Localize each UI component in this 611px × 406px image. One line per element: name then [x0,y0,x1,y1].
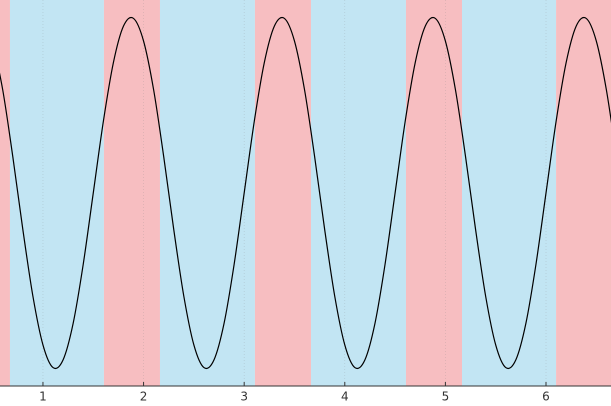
band [405,0,462,386]
x-tick-label: 1 [39,390,47,404]
x-tick-label: 3 [240,390,248,404]
lines [0,16,611,370]
band [0,0,10,386]
x-tick-label: 5 [442,390,450,404]
line [0,16,611,370]
x-tick-label: 6 [542,390,550,404]
axis: 1 2 3 4 5 6 [0,382,611,404]
band [461,0,557,386]
x-tick-label: 2 [140,390,148,404]
band [9,0,104,386]
band [556,0,611,386]
x-tick-label: 4 [341,390,349,404]
band [103,0,160,386]
band [254,0,311,386]
band [159,0,255,386]
band [310,0,406,386]
bands [0,0,611,386]
